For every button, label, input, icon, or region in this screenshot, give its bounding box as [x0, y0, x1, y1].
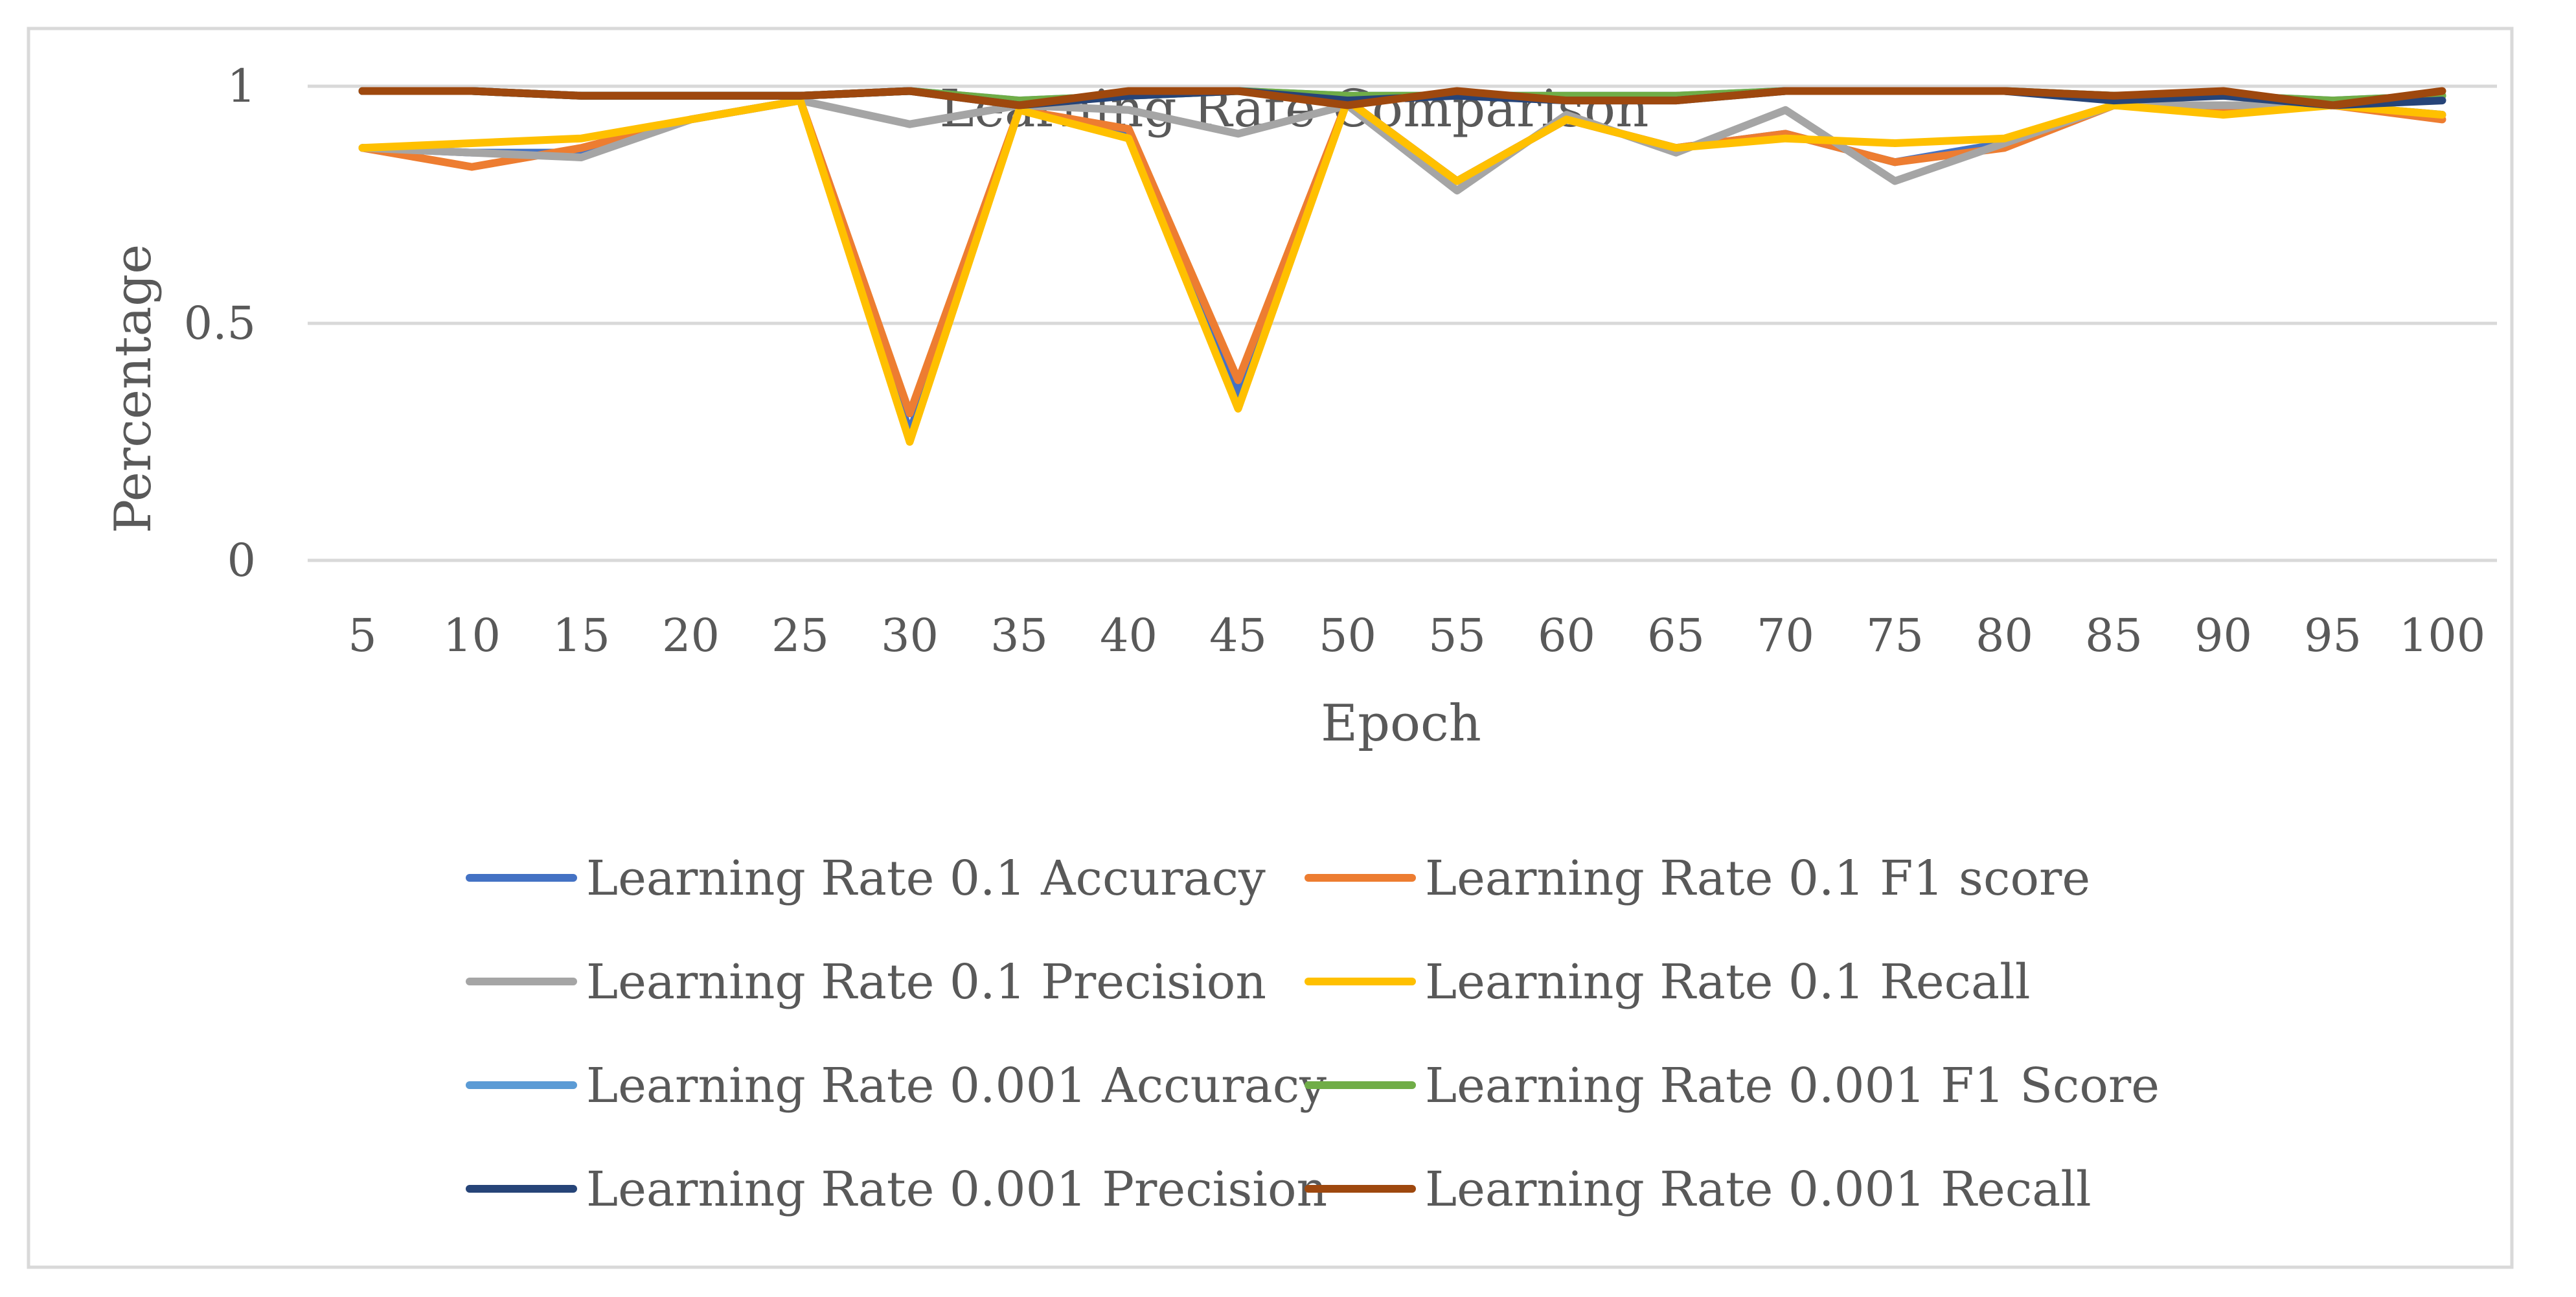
x-tick-label: 20	[662, 609, 720, 662]
x-tick-label: 60	[1538, 609, 1595, 662]
x-tick-label: 75	[1866, 609, 1924, 662]
y-axis-title: Percentage	[104, 244, 163, 533]
legend: Learning Rate 0.1 Accuracy Learning Rate …	[466, 851, 2160, 1217]
legend-label: Learning Rate 0.001 Precision	[586, 1162, 1327, 1217]
x-tick-label: 15	[553, 609, 610, 662]
series-lines	[358, 87, 2446, 446]
x-tick-label: 55	[1428, 609, 1486, 662]
y-tick-label: 0	[227, 534, 256, 587]
legend-item: Learning Rate 0.1 Accuracy	[466, 851, 1266, 906]
x-tick-label: 65	[1647, 609, 1705, 662]
legend-item: Learning Rate 0.001 Precision	[466, 1162, 1327, 1217]
gridlines	[308, 84, 2497, 562]
x-tick-label: 5	[348, 609, 377, 662]
y-tick-label: 0.5	[184, 297, 256, 350]
x-tick-label: 70	[1757, 609, 1814, 662]
x-tick-label: 90	[2194, 609, 2252, 662]
chart-frame	[27, 27, 2514, 1269]
legend-label: Learning Rate 0.001 Accuracy	[586, 1058, 1327, 1114]
x-axis-title: Epoch	[1321, 694, 1481, 753]
x-tick-label: 50	[1319, 609, 1376, 662]
y-axis-ticks: 00.51	[184, 60, 256, 587]
x-tick-label: 25	[771, 609, 829, 662]
legend-label: Learning Rate 0.1 F1 score	[1425, 851, 2090, 906]
legend-item: Learning Rate 0.001 Accuracy	[466, 1058, 1327, 1114]
x-axis-ticks: 5 10 15 20 25 30 35 40 45 50 55 60 65 70 75 80 85 90 95 100	[348, 609, 2485, 662]
x-tick-label: 80	[1976, 609, 2033, 662]
legend-item: Learning Rate 0.1 Recall	[1305, 954, 2031, 1010]
x-tick-label: 95	[2304, 609, 2362, 662]
legend-label: Learning Rate 0.1 Recall	[1425, 954, 2031, 1010]
x-tick-label: 85	[2085, 609, 2143, 662]
legend-label: Learning Rate 0.1 Accuracy	[586, 851, 1266, 906]
legend-label: Learning Rate 0.001 Recall	[1425, 1162, 2092, 1217]
x-tick-label: 30	[881, 609, 939, 662]
legend-item: Learning Rate 0.001 Recall	[1305, 1162, 2092, 1217]
series-line-4	[358, 97, 2446, 446]
legend-item: Learning Rate 0.1 Precision	[466, 954, 1266, 1010]
x-tick-label: 45	[1209, 609, 1267, 662]
legend-label: Learning Rate 0.001 F1 Score	[1425, 1058, 2160, 1114]
series-line-8	[358, 87, 2446, 109]
x-tick-label: 40	[1100, 609, 1157, 662]
x-tick-label: 100	[2399, 609, 2486, 662]
y-tick-label: 1	[227, 60, 256, 113]
x-tick-label: 10	[443, 609, 501, 662]
x-tick-label: 35	[990, 609, 1048, 662]
legend-item: Learning Rate 0.1 F1 score	[1305, 851, 2090, 906]
legend-item: Learning Rate 0.001 F1 Score	[1305, 1058, 2160, 1114]
legend-label: Learning Rate 0.1 Precision	[586, 954, 1266, 1010]
